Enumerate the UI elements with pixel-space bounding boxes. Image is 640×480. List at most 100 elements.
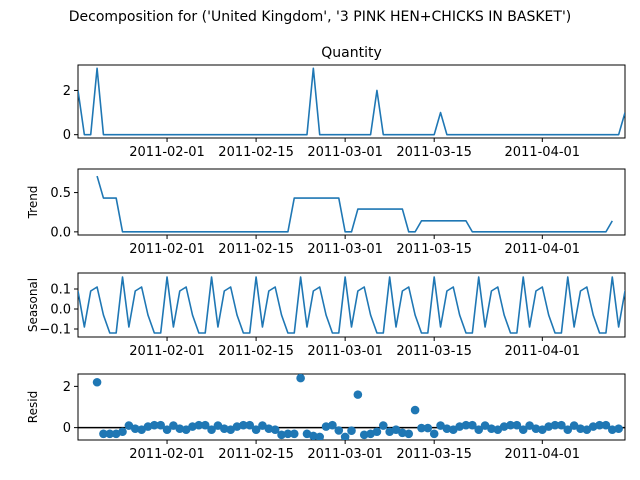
resid-point [614,424,623,433]
axes-frame [77,272,626,338]
resid-point [359,430,369,440]
x-tick-label: 2011-04-01 [505,242,581,257]
resid-point [442,424,452,433]
y-tick-label: 0 [63,128,71,143]
resid-point [347,426,356,436]
x-tick-label: 2011-02-15 [218,145,294,160]
x-tick-label: 2011-02-01 [129,447,205,462]
y-tick-label: 0.5 [50,186,71,201]
resid-point [538,425,547,434]
panel-seasonal: Seasonal −0.1 0.0 0.1 2011-02-01 2011-02-15 20… [26,272,626,359]
resid-point [213,421,223,430]
x-tick-label: 2011-03-15 [396,447,472,462]
resid-point [595,420,604,430]
resid-point [436,421,445,430]
resid-point [118,427,127,437]
resid-point [474,425,484,434]
y-tick-label: 0.0 [50,225,71,240]
resid-point [92,377,102,387]
x-tick-label: 2011-02-15 [218,344,294,359]
y-tick-label: 2 [63,84,71,99]
resid-point [289,429,299,439]
y-tick-label: −0.1 [39,323,71,338]
resid-point [277,430,286,440]
resid-point [334,426,344,435]
resid-point [251,425,261,434]
panel-resid: Resid 0 2 2011-02-01 2011-02-15 2011-03-01 201… [26,373,626,462]
resid-point [372,427,382,437]
x-tick-label: 2011-02-01 [129,242,205,257]
x-tick-label: 2011-03-15 [396,344,472,359]
resid-point [264,424,274,433]
resid-point [518,425,528,434]
axes-frame [77,168,626,236]
axes-frame [77,64,626,139]
panel-observed: Quantity 0 2 2011-02-01 2011-02-15 2011-03-01… [63,45,626,160]
y-tick-label: 0.0 [50,303,71,318]
axes-title: Quantity [321,45,382,61]
plot-area [78,374,625,440]
resid-point [130,424,140,433]
resid-point [601,420,611,430]
resid-point [353,390,363,399]
x-tick-label: 2011-02-15 [218,447,294,462]
y-tick-label: 2 [63,380,71,395]
resid-point [226,425,235,434]
resid-point [258,421,267,430]
resid-point [448,425,458,434]
resid-point [315,432,324,440]
resid-point [175,424,185,433]
resid-point [150,420,159,430]
resid-point [506,420,515,430]
panel-trend: Trend 0.0 0.5 2011-02-01 2011-02-15 2011-03-0… [26,168,626,257]
y-tick-label: 0.1 [50,283,71,298]
y-axis-label: Resid [26,391,40,423]
resid-point [200,420,210,430]
resid-point [512,420,522,430]
panels-container: Quantity 0 2 2011-02-01 2011-02-15 2011-03-01… [26,45,626,462]
x-tick-label: 2011-04-01 [505,145,581,160]
x-tick-label: 2011-02-15 [218,242,294,257]
x-tick-label: 2011-03-01 [307,344,383,359]
resid-point [410,405,420,415]
resid-point [607,425,617,434]
series-line [78,276,625,334]
x-tick-label: 2011-04-01 [505,447,581,462]
resid-point [296,374,305,383]
resid-point [194,420,204,430]
y-axis-label: Seasonal [26,278,40,332]
series-line [78,67,625,136]
resid-point [328,420,337,430]
resid-point [480,421,490,430]
resid-point [162,425,172,434]
resid-point [239,420,248,430]
resid-point [169,421,178,430]
x-tick-label: 2011-03-01 [307,242,383,257]
resid-point [391,425,401,434]
resid-point [531,424,541,433]
series-line [96,175,613,233]
resid-point [270,425,280,434]
resid-point [181,425,191,434]
x-tick-label: 2011-03-15 [396,145,472,160]
resid-point [340,432,350,440]
resid-point [207,425,216,434]
x-tick-label: 2011-04-01 [505,344,581,359]
resid-point [468,420,477,430]
resid-point [550,420,560,430]
resid-point [219,424,229,433]
resid-point [487,424,496,433]
plot-area [78,276,625,334]
resid-point [423,423,433,433]
figure-title: Decomposition for ('United Kingdom', '3 … [69,9,572,25]
resid-point [137,425,146,434]
resid-point [557,420,566,430]
x-tick-label: 2011-03-01 [307,145,383,160]
resid-point [283,429,293,439]
resid-point [429,429,439,439]
resid-point [493,425,503,434]
resid-point [124,421,134,430]
x-tick-label: 2011-02-01 [129,145,205,160]
y-tick-label: 0 [63,421,71,436]
